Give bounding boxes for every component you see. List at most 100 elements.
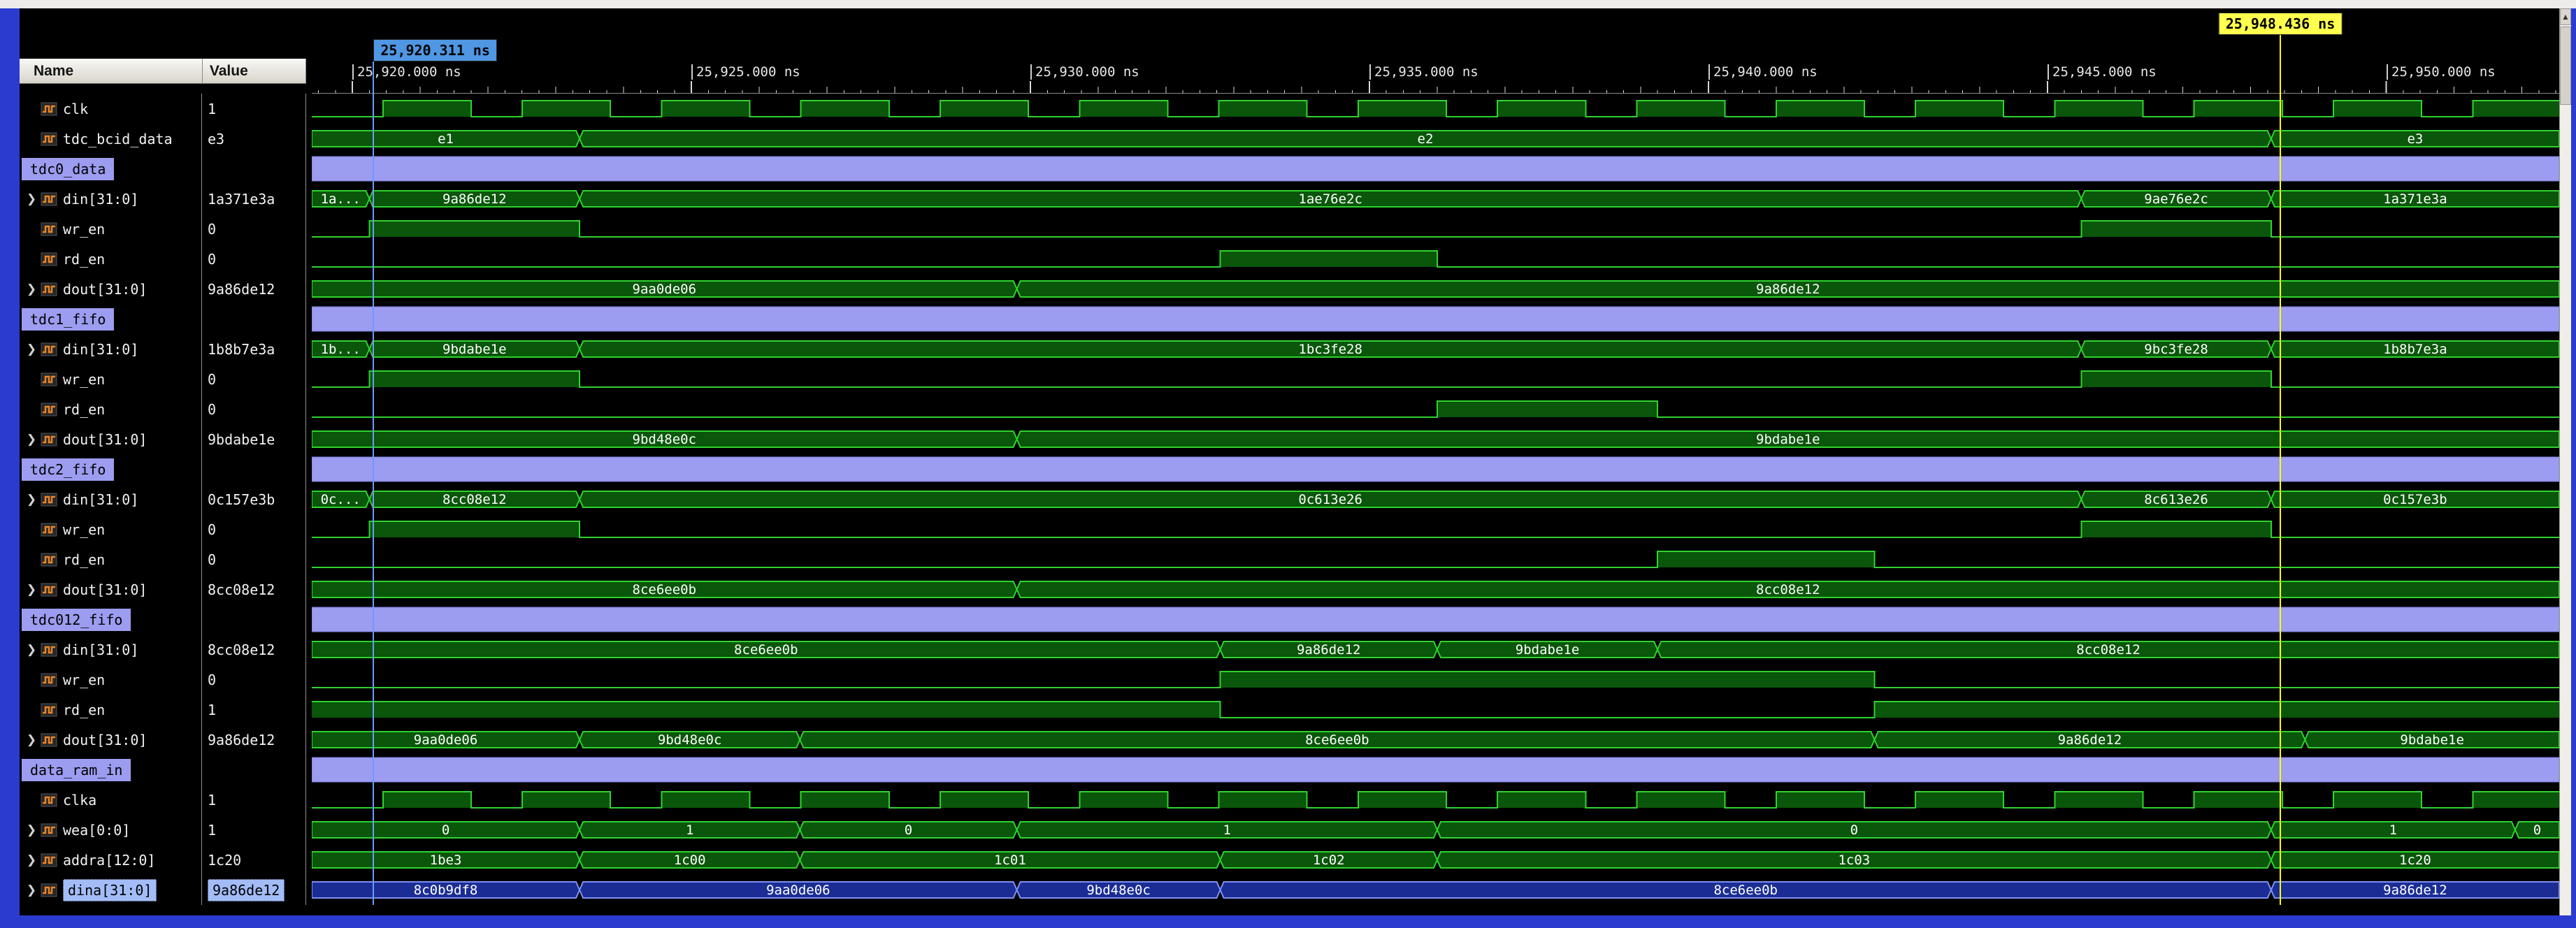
wave-data-ram-in[interactable]	[312, 755, 2559, 785]
signal-row-din-31-0[interactable]: ❯ din[31:0] 1a371e3a	[20, 184, 306, 214]
name-cell[interactable]: wr_en	[20, 364, 202, 394]
name-cell[interactable]: tdc1_fifo	[20, 304, 202, 334]
wave-tdc1-fifo[interactable]	[312, 304, 2559, 334]
signal-row-wr-en[interactable]: wr_en 0	[20, 364, 306, 394]
signal-row-tdc-bcid-data[interactable]: tdc_bcid_data e3	[20, 124, 306, 154]
name-cell[interactable]: clka	[20, 785, 202, 815]
signal-row-rd-en[interactable]: rd_en 1	[20, 695, 306, 725]
waveform-panel[interactable]: 25,948.436 ns 25,920.311 ns 25,920.000 n…	[312, 8, 2559, 915]
expand-chevron-icon[interactable]: ❯	[26, 822, 37, 836]
divider-row-tdc012-fifo[interactable]: tdc012_fifo	[20, 604, 306, 635]
value-column-header[interactable]: Value	[202, 59, 306, 84]
wave-tdc0-data[interactable]	[312, 154, 2559, 184]
wave-wr-en[interactable]	[312, 665, 2559, 695]
name-cell[interactable]: ❯ din[31:0]	[20, 635, 202, 665]
expand-chevron-icon[interactable]: ❯	[26, 732, 37, 746]
wave-addra-12-0[interactable]: 1be3 1c00 1c01 1c02 1c03 1c20	[312, 845, 2559, 875]
cursor2-line[interactable]	[2280, 35, 2281, 905]
wave-tdc2-fifo[interactable]	[312, 454, 2559, 484]
name-cell[interactable]: wr_en	[20, 214, 202, 244]
wave-wr-en[interactable]	[312, 364, 2559, 394]
wave-din-31-0[interactable]: 1a... 9a86de12 1ae76e2c 9ae76e2c 1a371e3a	[312, 184, 2559, 214]
divider-row-tdc2-fifo[interactable]: tdc2_fifo	[20, 454, 306, 484]
cursor1-line[interactable]	[373, 61, 375, 905]
expand-chevron-icon[interactable]: ❯	[26, 582, 37, 596]
scrollbar-thumb[interactable]	[2560, 27, 2571, 105]
name-cell[interactable]: tdc2_fifo	[20, 454, 202, 484]
signal-row-addra-12-0[interactable]: ❯ addra[12:0] 1c20	[20, 845, 306, 875]
wave-dout-31-0[interactable]: 9bd48e0c 9bdabe1e	[312, 424, 2559, 454]
cursor2-time-chip[interactable]: 25,948.436 ns	[2218, 13, 2343, 35]
wave-tdc-bcid-data[interactable]: e1 e2 e3	[312, 124, 2559, 154]
signal-row-din-31-0[interactable]: ❯ din[31:0] 8cc08e12	[20, 635, 306, 665]
time-ruler-ticks[interactable]	[312, 81, 2559, 94]
expand-chevron-icon[interactable]: ❯	[26, 342, 37, 356]
name-cell[interactable]: ❯ din[31:0]	[20, 184, 202, 214]
expand-chevron-icon[interactable]: ❯	[26, 432, 37, 446]
divider-row-data-ram-in[interactable]: data_ram_in	[20, 755, 306, 785]
signal-row-rd-en[interactable]: rd_en 0	[20, 244, 306, 274]
wave-clk[interactable]	[312, 94, 2559, 124]
name-cell[interactable]: wr_en	[20, 514, 202, 544]
signal-row-clk[interactable]: clk 1	[20, 94, 306, 124]
signal-row-wr-en[interactable]: wr_en 0	[20, 514, 306, 544]
wave-rd-en[interactable]	[312, 695, 2559, 725]
wave-dout-31-0[interactable]: 9aa0de06 9a86de12	[312, 274, 2559, 304]
expand-chevron-icon[interactable]: ❯	[26, 642, 37, 656]
wave-dina-31-0[interactable]: 8c0b9df8 9aa0de06 9bd48e0c 8ce6ee0b 9a86de12	[312, 875, 2559, 905]
signal-row-dout-31-0[interactable]: ❯ dout[31:0] 9a86de12	[20, 274, 306, 304]
signal-row-dout-31-0[interactable]: ❯ dout[31:0] 9a86de12	[20, 725, 306, 755]
name-cell[interactable]: rd_en	[20, 244, 202, 274]
signal-row-dout-31-0[interactable]: ❯ dout[31:0] 8cc08e12	[20, 574, 306, 604]
wave-dout-31-0[interactable]: 9aa0de06 9bd48e0c 8ce6ee0b 9a86de12 9bdabe1e	[312, 725, 2559, 755]
name-cell[interactable]: rd_en	[20, 544, 202, 574]
name-cell[interactable]: ❯ addra[12:0]	[20, 845, 202, 875]
name-cell[interactable]: ❯ dout[31:0]	[20, 725, 202, 755]
wave-wr-en[interactable]	[312, 214, 2559, 244]
name-cell[interactable]: ❯ din[31:0]	[20, 334, 202, 364]
signal-row-rd-en[interactable]: rd_en 0	[20, 544, 306, 574]
expand-chevron-icon[interactable]: ❯	[26, 191, 37, 205]
scrollbar-up-button[interactable]: ▲	[2560, 8, 2571, 25]
wave-din-31-0[interactable]: 1b... 9bdabe1e 1bc3fe28 9bc3fe28 1b8b7e3a	[312, 334, 2559, 364]
signal-row-wr-en[interactable]: wr_en 0	[20, 214, 306, 244]
name-cell[interactable]: ❯ dout[31:0]	[20, 274, 202, 304]
name-cell[interactable]: ❯ din[31:0]	[20, 484, 202, 514]
name-cell[interactable]: ❯ dina[31:0]	[20, 875, 202, 905]
cursor1-time-chip[interactable]: 25,920.311 ns	[373, 39, 497, 61]
wave-din-31-0[interactable]: 0c... 8cc08e12 0c613e26 8c613e26 0c157e3b	[312, 484, 2559, 514]
name-cell[interactable]: tdc012_fifo	[20, 604, 202, 635]
wave-din-31-0[interactable]: 8ce6ee0b 9a86de12 9bdabe1e 8cc08e12	[312, 635, 2559, 665]
name-cell[interactable]: tdc0_data	[20, 154, 202, 184]
name-cell[interactable]: ❯ dout[31:0]	[20, 574, 202, 604]
name-column-header[interactable]: Name	[20, 59, 203, 84]
wave-rd-en[interactable]	[312, 244, 2559, 274]
wave-rd-en[interactable]	[312, 394, 2559, 424]
divider-row-tdc0-data[interactable]: tdc0_data	[20, 154, 306, 184]
wave-tdc012-fifo[interactable]	[312, 604, 2559, 635]
name-cell[interactable]: rd_en	[20, 394, 202, 424]
divider-row-tdc1-fifo[interactable]: tdc1_fifo	[20, 304, 306, 334]
expand-chevron-icon[interactable]: ❯	[26, 282, 37, 296]
signal-row-clka[interactable]: clka 1	[20, 785, 306, 815]
panel-splitter[interactable]	[306, 8, 312, 915]
signal-row-wr-en[interactable]: wr_en 0	[20, 665, 306, 695]
name-cell[interactable]: ❯ wea[0:0]	[20, 815, 202, 845]
vertical-scrollbar[interactable]: ▲	[2559, 8, 2571, 915]
name-cell[interactable]: tdc_bcid_data	[20, 124, 202, 154]
expand-chevron-icon[interactable]: ❯	[26, 883, 37, 897]
signal-row-dout-31-0[interactable]: ❯ dout[31:0] 9bdabe1e	[20, 424, 306, 454]
signal-row-rd-en[interactable]: rd_en 0	[20, 394, 306, 424]
signal-row-din-31-0[interactable]: ❯ din[31:0] 0c157e3b	[20, 484, 306, 514]
wave-dout-31-0[interactable]: 8ce6ee0b 8cc08e12	[312, 574, 2559, 604]
expand-chevron-icon[interactable]: ❯	[26, 492, 37, 506]
signal-row-din-31-0[interactable]: ❯ din[31:0] 1b8b7e3a	[20, 334, 306, 364]
wave-rd-en[interactable]	[312, 544, 2559, 574]
wave-wr-en[interactable]	[312, 514, 2559, 544]
name-cell[interactable]: rd_en	[20, 695, 202, 725]
time-ruler-labels[interactable]: 25,920.000 ns 25,925.000 ns 25,930.000 ns 2…	[312, 64, 2559, 81]
wave-clka[interactable]	[312, 785, 2559, 815]
name-cell[interactable]: wr_en	[20, 665, 202, 695]
name-cell[interactable]: clk	[20, 94, 202, 124]
signal-row-wea-0-0[interactable]: ❯ wea[0:0] 1	[20, 815, 306, 845]
